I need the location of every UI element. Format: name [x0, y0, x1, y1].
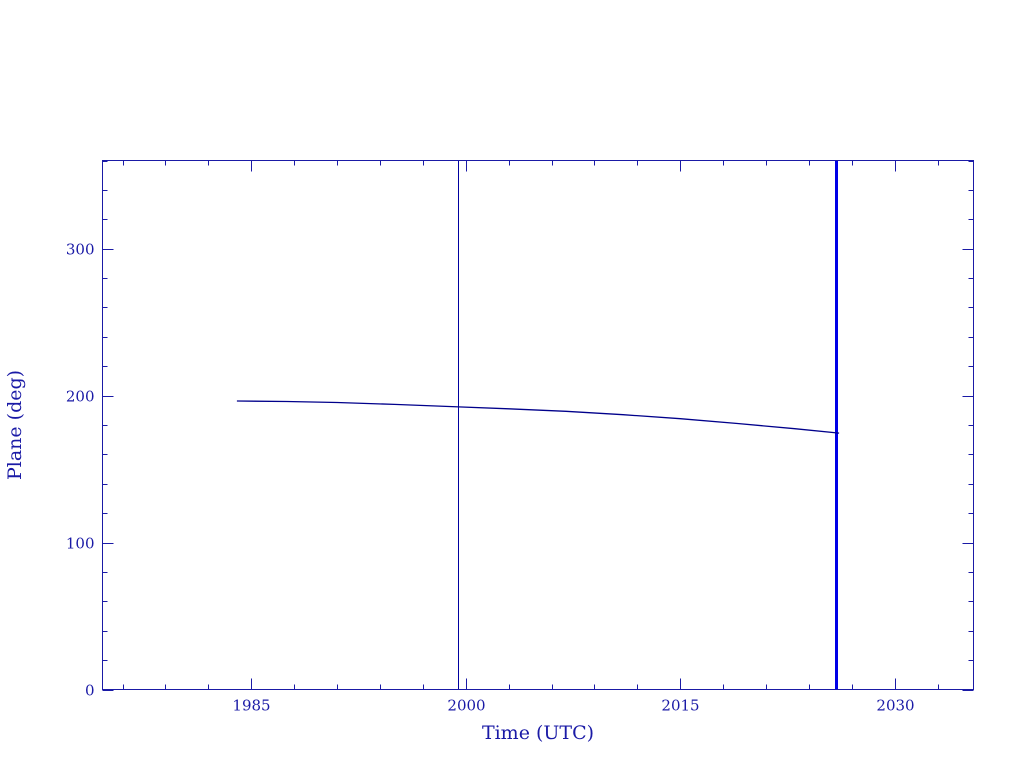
- minor-ticks: [102, 160, 974, 691]
- major-ticks: [102, 160, 974, 691]
- x-tick-label: 2030: [876, 697, 914, 715]
- series-line: [236, 400, 840, 434]
- series: [236, 400, 840, 434]
- vertical-markers: [458, 160, 838, 690]
- tick-labels: 1985 2000 2015 2030 0 100 200 300: [66, 241, 915, 715]
- y-tick-label: 100: [66, 535, 95, 553]
- x-tick-label: 1985: [232, 697, 270, 715]
- x-tick-label: 2000: [447, 697, 485, 715]
- y-tick-label: 0: [85, 682, 95, 700]
- x-axis-label: Time (UTC): [482, 722, 594, 744]
- y-tick-label: 200: [66, 388, 95, 406]
- x-tick-label: 2015: [661, 697, 699, 715]
- y-tick-label: 300: [66, 241, 95, 259]
- y-axis-label: Plane (deg): [4, 370, 26, 480]
- plot-frame: [102, 160, 974, 690]
